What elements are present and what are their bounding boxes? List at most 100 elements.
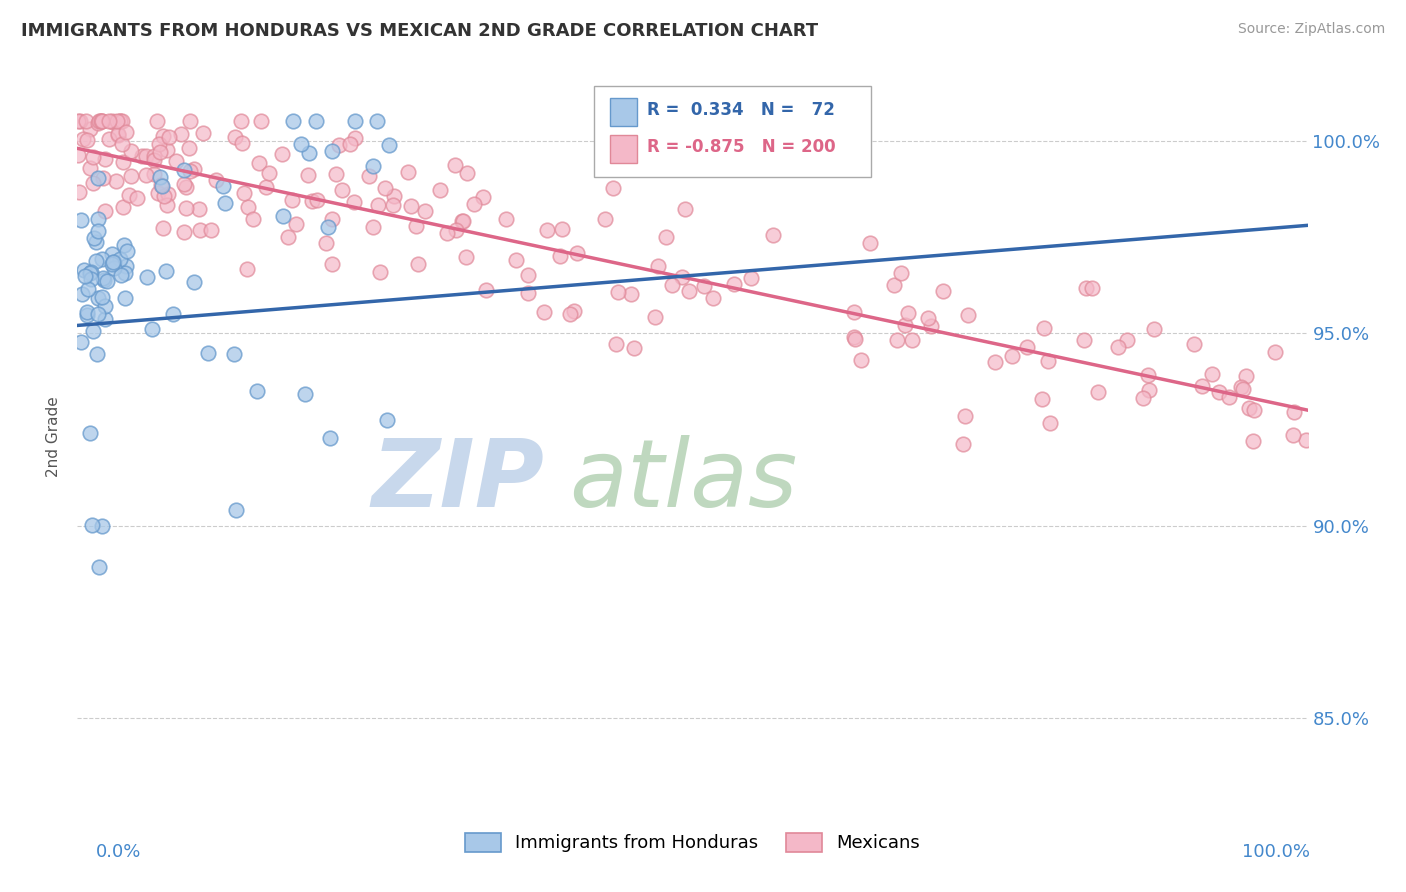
Point bbox=[110, 268, 132, 283]
Point bbox=[170, 127, 193, 141]
Point bbox=[87, 171, 110, 186]
Point bbox=[229, 114, 252, 128]
Point bbox=[183, 161, 205, 176]
Point bbox=[143, 149, 166, 163]
Point bbox=[361, 159, 384, 173]
Point bbox=[451, 214, 474, 228]
Point bbox=[277, 230, 299, 244]
Point bbox=[183, 275, 205, 289]
Point bbox=[156, 198, 179, 212]
Point bbox=[105, 174, 128, 188]
Point bbox=[97, 132, 120, 146]
Point bbox=[375, 412, 398, 426]
Point bbox=[444, 223, 467, 237]
Point bbox=[844, 332, 866, 346]
Point bbox=[678, 284, 700, 298]
Point bbox=[80, 272, 103, 286]
Point bbox=[135, 168, 157, 182]
Point bbox=[620, 286, 643, 301]
Point bbox=[67, 186, 90, 200]
Point bbox=[605, 337, 627, 351]
Point bbox=[173, 162, 195, 177]
Point bbox=[740, 271, 762, 285]
Point bbox=[70, 335, 93, 350]
Point bbox=[70, 287, 93, 301]
Point bbox=[271, 209, 294, 223]
Point bbox=[368, 265, 391, 279]
Point bbox=[607, 285, 630, 299]
Point bbox=[236, 201, 259, 215]
Point bbox=[212, 179, 235, 194]
Text: R = -0.875   N = 200: R = -0.875 N = 200 bbox=[647, 137, 835, 156]
Point bbox=[200, 223, 222, 237]
Point bbox=[332, 183, 354, 197]
Point bbox=[623, 342, 645, 356]
Point bbox=[321, 257, 343, 271]
Point bbox=[242, 211, 264, 226]
Point bbox=[901, 334, 924, 348]
Point bbox=[107, 114, 129, 128]
Point bbox=[1073, 333, 1095, 347]
Point bbox=[671, 269, 693, 284]
Point bbox=[66, 148, 89, 162]
Text: R =  0.334   N =   72: R = 0.334 N = 72 bbox=[647, 101, 835, 120]
Point bbox=[70, 212, 93, 227]
Point bbox=[146, 186, 169, 201]
Point bbox=[179, 114, 201, 128]
Point bbox=[1074, 280, 1097, 294]
Point bbox=[114, 259, 136, 273]
Point bbox=[1116, 334, 1139, 348]
Point bbox=[378, 137, 401, 152]
Point bbox=[177, 141, 200, 155]
Point bbox=[125, 191, 148, 205]
Point bbox=[222, 347, 245, 361]
Point bbox=[343, 114, 366, 128]
Point bbox=[955, 409, 977, 424]
Point bbox=[111, 136, 134, 151]
Text: 0.0%: 0.0% bbox=[96, 843, 141, 861]
Point bbox=[149, 145, 172, 159]
Point bbox=[176, 180, 198, 194]
Point bbox=[451, 214, 474, 228]
Point bbox=[87, 211, 110, 226]
Point bbox=[83, 231, 105, 245]
Point bbox=[406, 257, 429, 271]
Point bbox=[103, 260, 125, 275]
Point bbox=[98, 114, 121, 128]
Point bbox=[505, 252, 527, 267]
Point bbox=[471, 190, 494, 204]
Point bbox=[91, 114, 114, 128]
Point bbox=[87, 560, 110, 574]
Point bbox=[917, 311, 939, 326]
Text: Source: ZipAtlas.com: Source: ZipAtlas.com bbox=[1237, 22, 1385, 37]
Point bbox=[325, 167, 347, 181]
Point bbox=[79, 266, 101, 280]
Point bbox=[1132, 392, 1154, 406]
Point bbox=[301, 194, 323, 208]
Point bbox=[1191, 379, 1213, 393]
Point bbox=[1208, 384, 1230, 399]
Point bbox=[191, 127, 214, 141]
Point bbox=[463, 197, 485, 211]
Point bbox=[1036, 354, 1059, 368]
Point bbox=[890, 266, 912, 280]
Point bbox=[225, 503, 247, 517]
Point bbox=[76, 308, 98, 322]
Point bbox=[1031, 392, 1053, 406]
Point bbox=[702, 291, 724, 305]
Point bbox=[290, 137, 312, 152]
Point bbox=[118, 187, 141, 202]
Point bbox=[454, 250, 477, 264]
Point bbox=[150, 178, 173, 193]
Point bbox=[952, 437, 974, 451]
Point bbox=[87, 291, 110, 305]
Point bbox=[149, 170, 172, 185]
Point bbox=[79, 161, 101, 176]
Point bbox=[73, 268, 96, 283]
Point bbox=[72, 132, 94, 146]
Point bbox=[115, 125, 138, 139]
Point bbox=[647, 259, 669, 273]
Point bbox=[254, 180, 277, 194]
Point bbox=[204, 173, 226, 187]
Point bbox=[399, 199, 422, 213]
